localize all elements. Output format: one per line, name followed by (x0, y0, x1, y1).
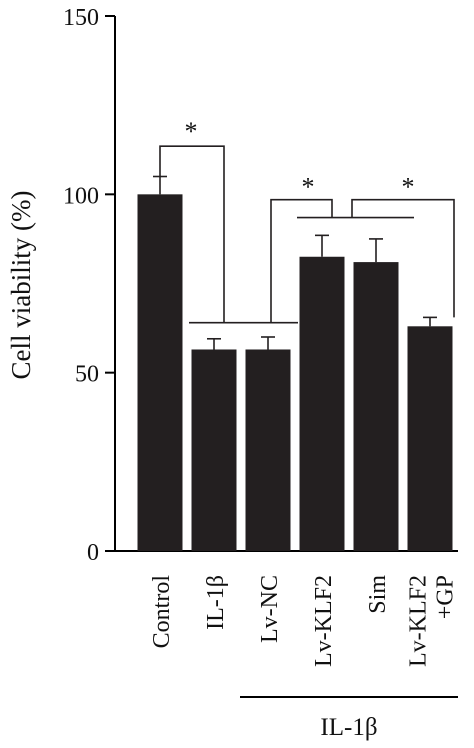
group-label: IL-1β (320, 714, 377, 741)
significance-star: * (302, 172, 315, 201)
significance-star: * (402, 172, 415, 201)
bar (191, 349, 237, 551)
x-tick-label: Lv-KLF2 (311, 575, 337, 667)
bar (353, 262, 399, 551)
x-tick-label: Control (149, 575, 175, 649)
y-tick-label: 100 (63, 183, 99, 209)
y-tick-label: 0 (87, 540, 99, 566)
bars (137, 175, 453, 552)
bar (407, 326, 453, 551)
x-tick-label: Lv-NC (257, 575, 283, 643)
bar (245, 349, 291, 551)
y-tick-label: 150 (63, 5, 99, 31)
x-tick-label: Sim (365, 575, 391, 614)
bar (299, 256, 345, 551)
x-tick-label: +GP (433, 575, 459, 619)
bar (137, 194, 183, 552)
y-axis-label: Cell viability (%) (6, 191, 36, 380)
significance-star: * (185, 117, 198, 146)
x-tick-label: IL-1β (203, 575, 229, 630)
significance-bracket (270, 198, 333, 323)
significance-bracket (351, 198, 455, 318)
x-tick-label: Lv-KLF2 (406, 575, 432, 667)
significance-bracket (159, 145, 225, 323)
x-tick-labels: Control IL-1β Lv-NC Lv-KLF2 Sim Lv-KLF2 +GP (149, 575, 459, 667)
y-tick-label: 50 (75, 362, 99, 388)
significance-brackets: * * * (159, 117, 455, 324)
